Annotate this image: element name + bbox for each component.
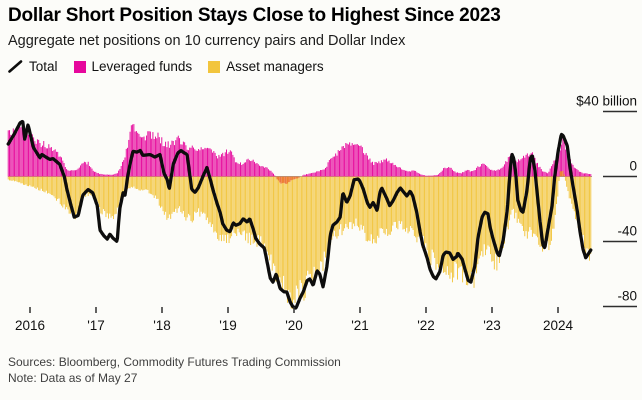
legend-label-total: Total: [29, 59, 58, 74]
svg-text:2024: 2024: [543, 318, 574, 333]
svg-text:'17: '17: [87, 318, 105, 333]
legend-label-asset-managers: Asset managers: [226, 59, 324, 74]
svg-text:-40: -40: [617, 224, 637, 239]
asset-managers-swatch-icon: [208, 60, 221, 73]
svg-text:'19: '19: [219, 318, 237, 333]
legend-item-leveraged-funds: Leveraged funds: [73, 59, 193, 74]
page-title: Dollar Short Position Stays Close to Hig…: [8, 5, 501, 26]
svg-text:'18: '18: [153, 318, 171, 333]
svg-text:$40 billion: $40 billion: [576, 94, 637, 109]
svg-text:'22: '22: [417, 318, 435, 333]
legend-item-asset-managers: Asset managers: [208, 59, 324, 74]
svg-text:'20: '20: [285, 318, 303, 333]
chart-legend: Total Leveraged funds Asset managers: [8, 59, 324, 74]
svg-text:2016: 2016: [15, 318, 45, 333]
svg-text:'23: '23: [483, 318, 501, 333]
svg-text:'21: '21: [351, 318, 369, 333]
line-sample-icon: [8, 60, 23, 73]
sources-line: Sources: Bloomberg, Commodity Futures Tr…: [8, 355, 341, 369]
chart-footer: Sources: Bloomberg, Commodity Futures Tr…: [8, 354, 341, 386]
chart-subtitle: Aggregate net positions on 10 currency p…: [8, 33, 406, 49]
svg-text:-80: -80: [617, 289, 637, 304]
legend-item-total: Total: [8, 59, 58, 74]
leveraged-funds-swatch-icon: [73, 60, 86, 73]
note-line: Note: Data as of May 27: [8, 371, 138, 385]
legend-label-leveraged-funds: Leveraged funds: [91, 59, 193, 74]
svg-text:0: 0: [629, 159, 637, 174]
